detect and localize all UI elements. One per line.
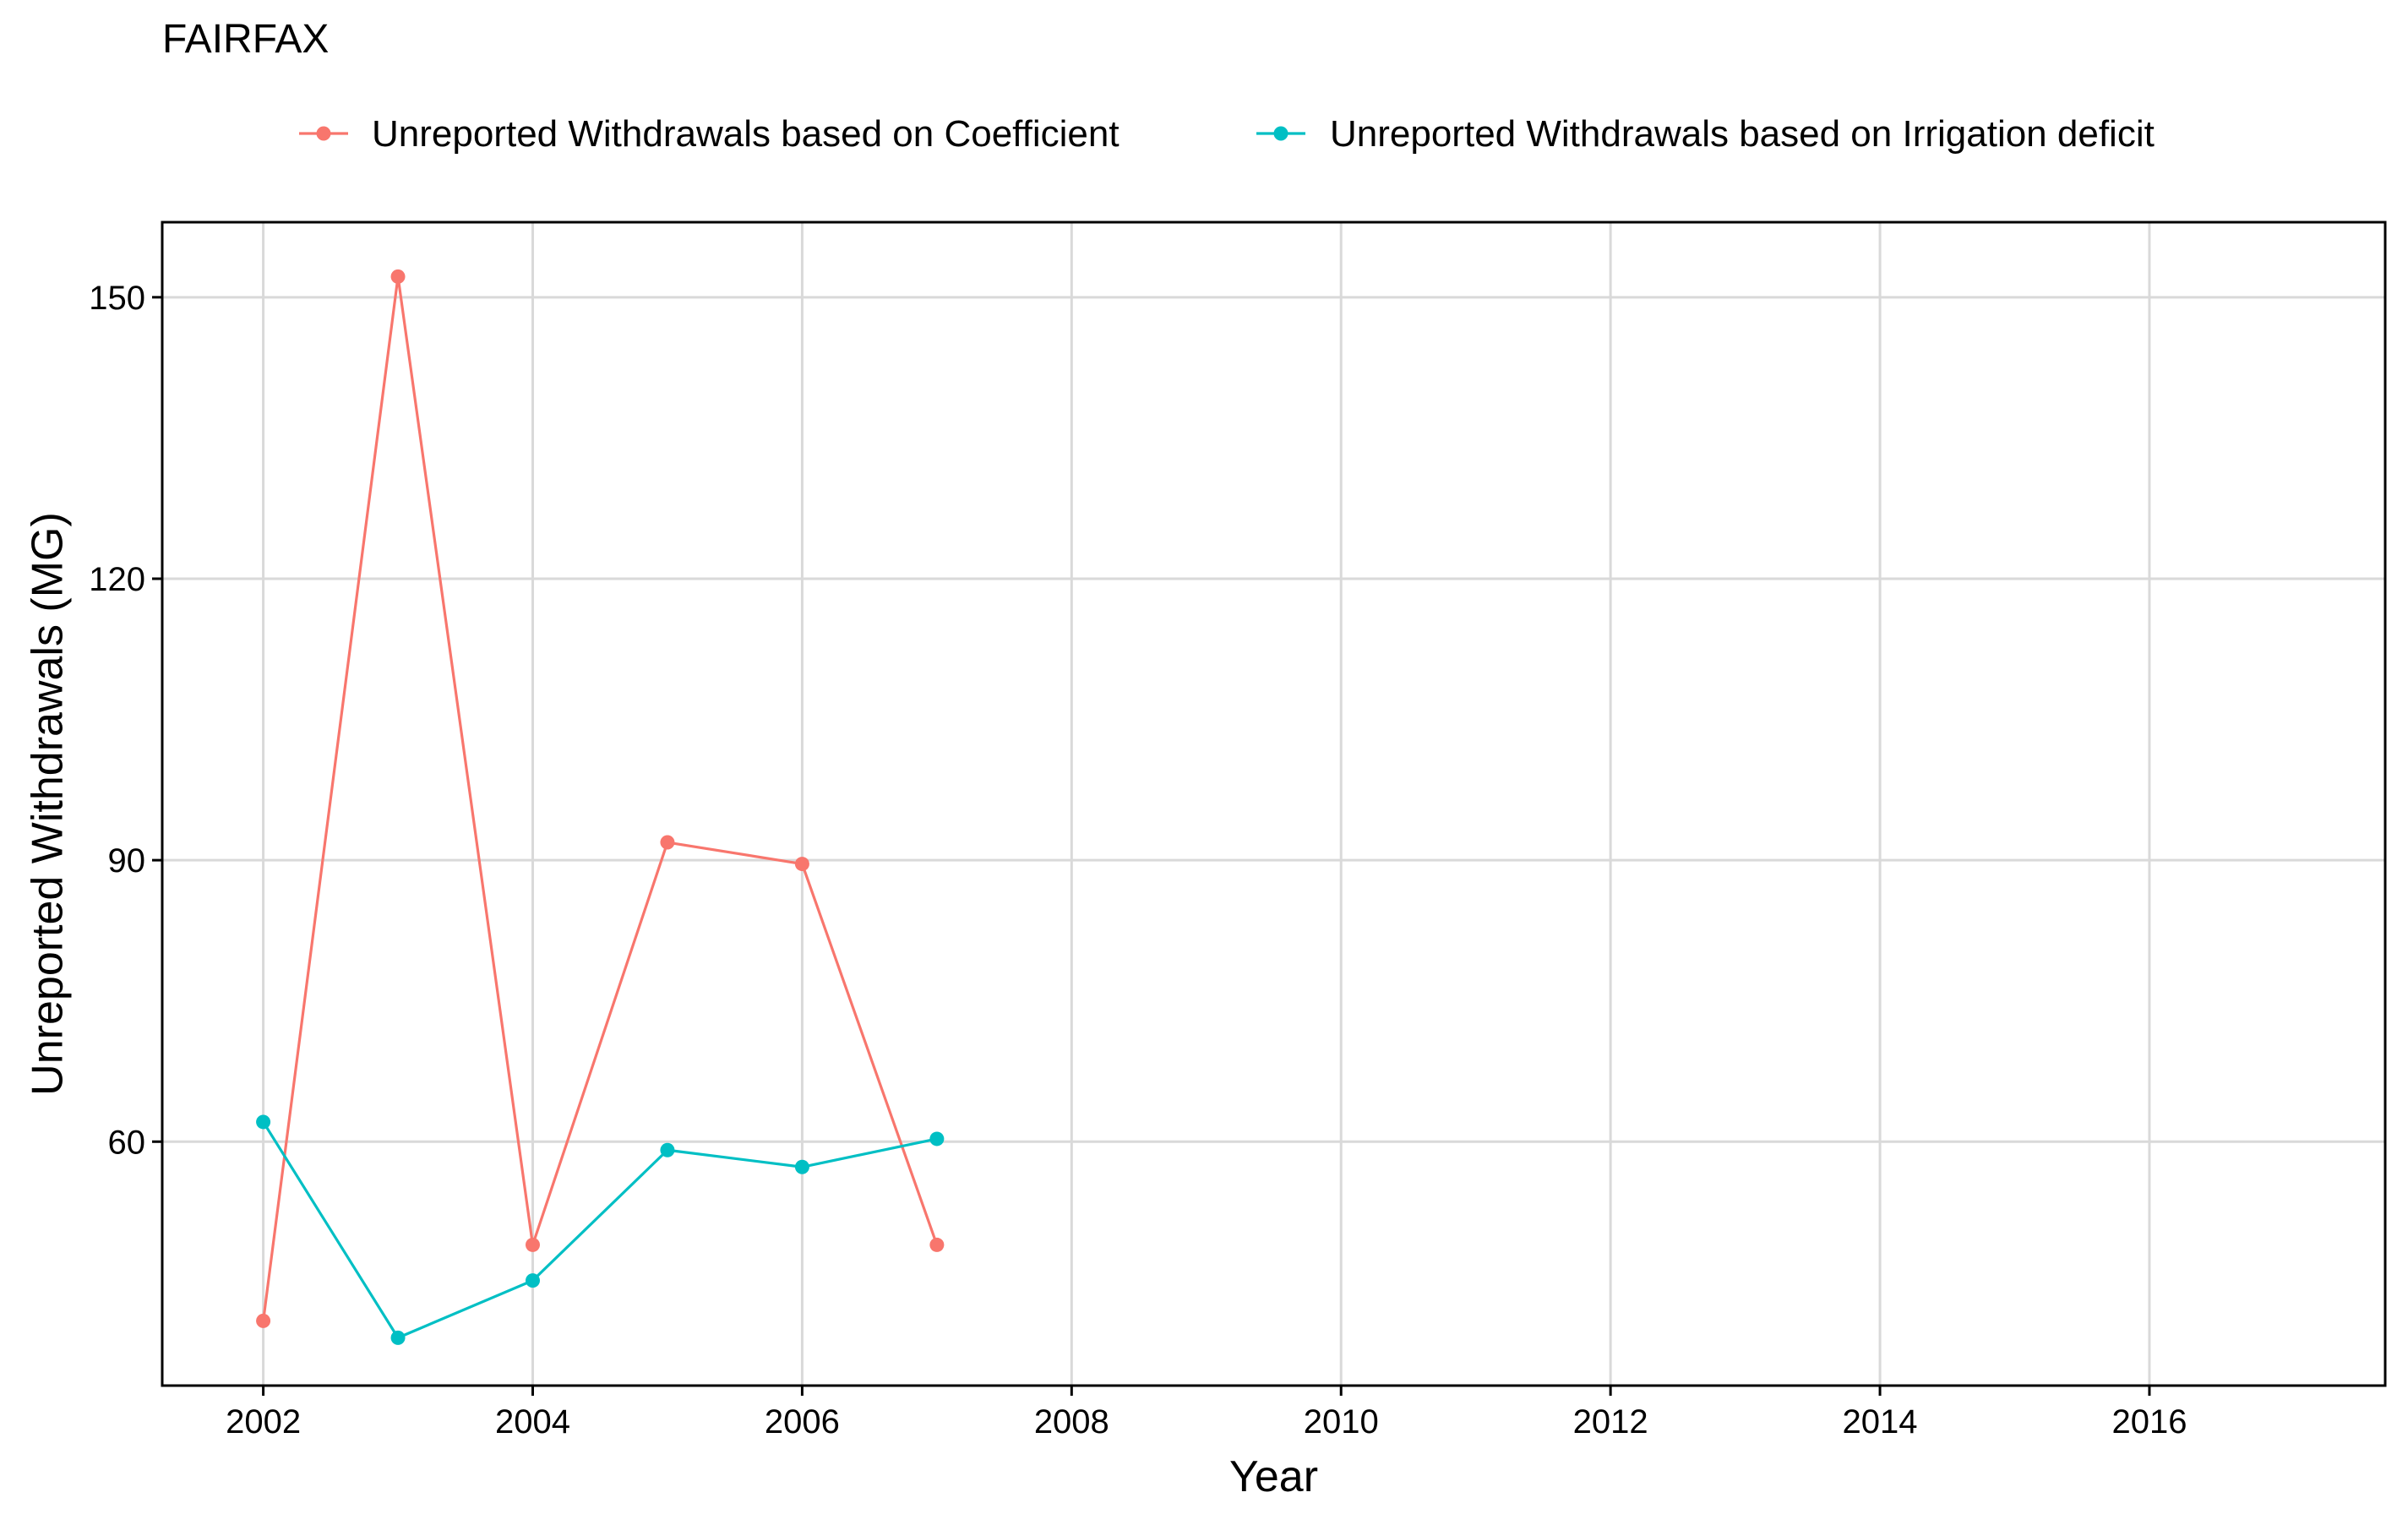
x-tick-label: 2002 <box>226 1403 301 1441</box>
x-tick-label: 2010 <box>1304 1403 1379 1441</box>
x-tick-label: 2004 <box>495 1403 570 1441</box>
series-2-point <box>390 1330 406 1345</box>
series-line-1 <box>262 275 939 1321</box>
chart-title: FAIRFAX <box>162 17 329 62</box>
grid <box>162 222 2385 1386</box>
series-line-2 <box>262 1121 938 1339</box>
y-axis: 60 90 120 150 <box>89 280 162 1161</box>
series-2-point <box>526 1273 540 1288</box>
legend-label: Unreported Withdrawals based on Irrigati… <box>1330 113 2155 155</box>
series-1-point <box>526 1237 540 1252</box>
legend-label: Unreported Withdrawals based on Coeffici… <box>372 113 1120 155</box>
series-2-point <box>256 1114 271 1130</box>
series-1-point <box>390 269 406 284</box>
series-2-point <box>660 1142 675 1157</box>
plot-panel-border <box>161 221 2387 1387</box>
x-tick-label: 2014 <box>1843 1403 1918 1441</box>
x-tick-label: 2006 <box>765 1403 840 1441</box>
y-tick-label: 90 <box>108 842 146 880</box>
series-2-point <box>929 1131 945 1146</box>
legend: Unreported Withdrawals based on Coeffici… <box>299 113 2155 155</box>
x-axis-title: Year <box>1229 1452 1318 1501</box>
series-1-point <box>794 857 809 872</box>
series-2-point <box>794 1159 809 1174</box>
x-axis: 2002 2004 2006 2008 2010 2012 2014 2016 <box>226 1386 2187 1441</box>
x-tick-label: 2016 <box>2111 1403 2187 1441</box>
series-1-point <box>660 835 675 850</box>
y-axis-title: Unreported Withdrawals (MG) <box>24 512 73 1096</box>
legend-key-point <box>316 126 331 141</box>
y-tick-label: 120 <box>89 561 145 598</box>
series-1-point <box>256 1313 271 1328</box>
x-tick-label: 2012 <box>1573 1403 1648 1441</box>
series-layer <box>256 269 945 1345</box>
y-tick-label: 150 <box>89 280 145 317</box>
x-tick-label: 2008 <box>1034 1403 1109 1441</box>
y-tick-label: 60 <box>108 1124 146 1161</box>
legend-key-point <box>1273 126 1288 141</box>
series-1-point <box>929 1237 945 1252</box>
